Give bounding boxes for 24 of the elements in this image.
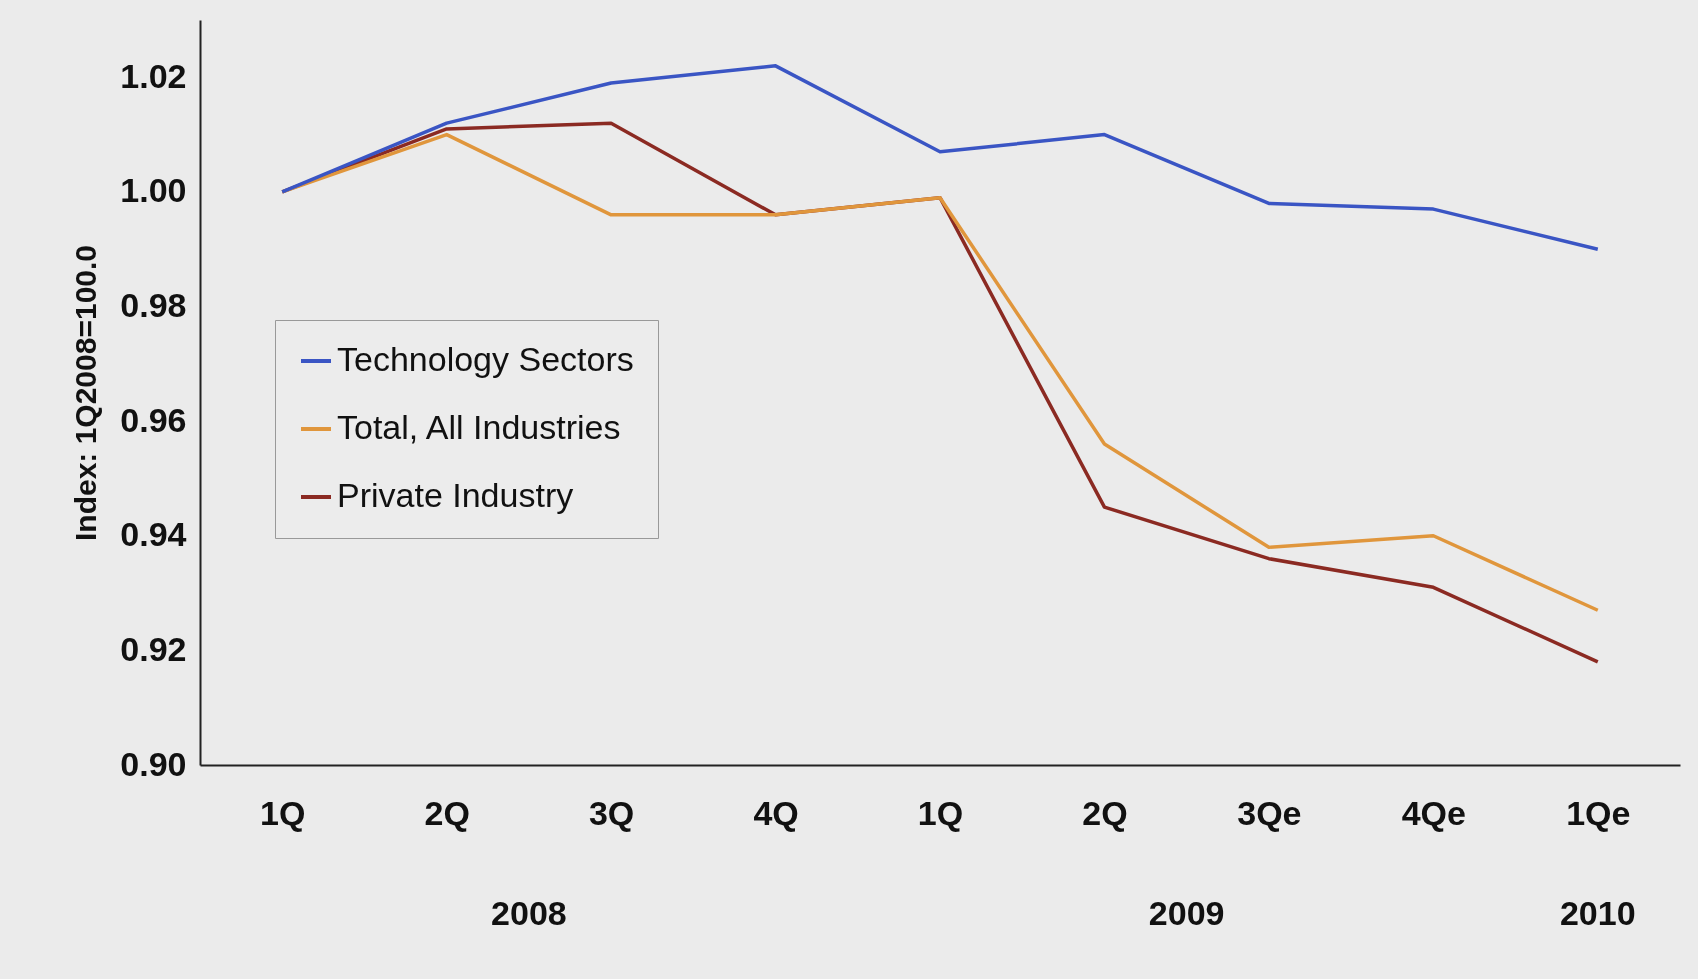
x-tick-label: 2Q [424, 793, 470, 832]
x-tick-label: 1Q [917, 793, 964, 832]
legend-label: Technology Sectors [337, 340, 634, 378]
legend-label: Total, All Industries [337, 408, 621, 446]
text: 2010 [1559, 894, 1636, 932]
legend-label: Private Industry [337, 476, 574, 514]
y-axis-title: Index: 1Q2008=100.0 [69, 244, 103, 542]
x-tick-label: 1Q [260, 793, 306, 832]
line-series [280, 64, 1600, 251]
y-tick-label: 0.90 [120, 744, 187, 783]
x-tick-label: 3Qe [1237, 793, 1302, 832]
y-tick-label: 0.94 [120, 515, 187, 554]
y-tick-label: 0.92 [120, 629, 187, 668]
y-tick-label: 1.02 [120, 56, 187, 95]
y-tick-label: 0.96 [120, 400, 187, 439]
text: 2009 [1148, 894, 1225, 932]
y-tick-label: 1.00 [120, 171, 187, 210]
x-tick-label: 4Q [753, 793, 799, 832]
x-tick-label: 2Q [1082, 793, 1128, 832]
text: 2008 [491, 894, 567, 932]
x-tick-label: 1Qe [1566, 793, 1631, 832]
x-tick-label: 4Qe [1401, 793, 1466, 832]
x-tick-label: 3Q [588, 793, 635, 832]
y-tick-label: 0.98 [120, 286, 187, 325]
